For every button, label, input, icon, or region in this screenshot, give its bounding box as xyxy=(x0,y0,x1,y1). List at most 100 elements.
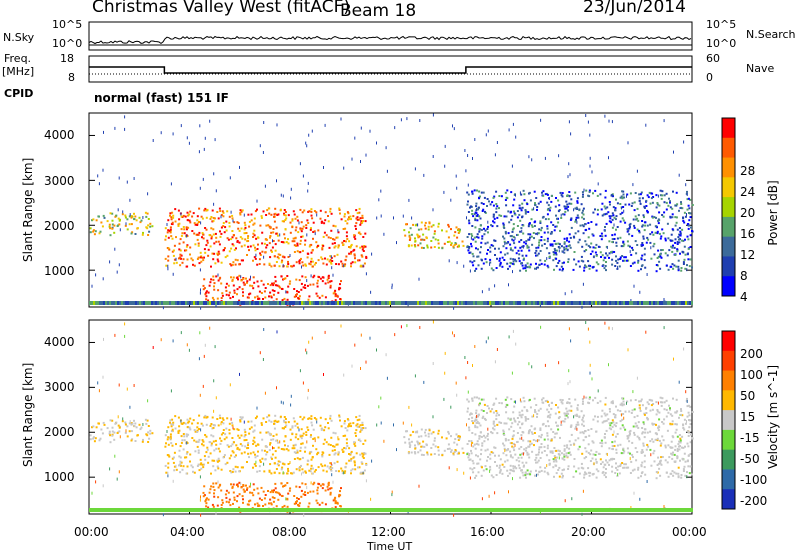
power-cell-4 xyxy=(576,197,579,200)
velocity-cell-4 xyxy=(560,401,563,404)
power-cell-2 xyxy=(297,297,300,300)
velocity-noise xyxy=(272,446,273,450)
velocity-cell-4 xyxy=(683,428,686,431)
power-cell-1 xyxy=(268,242,271,245)
power-noise xyxy=(180,212,182,216)
power-cell-4 xyxy=(514,258,516,261)
velocity-cell-4 xyxy=(468,440,471,443)
power-noise xyxy=(432,113,434,117)
velocity-cell-4 xyxy=(605,476,607,479)
power-cell-2 xyxy=(236,288,239,291)
velocity-cell-1 xyxy=(204,458,207,461)
power-cell-4 xyxy=(682,220,685,222)
velocity-cell-4 xyxy=(486,405,489,407)
velocity-cell-1 xyxy=(363,469,366,472)
velocity-cell-4 xyxy=(594,396,597,399)
power-cell-4 xyxy=(601,235,604,238)
power-ground-strip xyxy=(261,301,263,305)
velocity-noise xyxy=(567,382,569,386)
velocity-cell-4 xyxy=(553,436,556,439)
power-cell-4 xyxy=(662,232,665,235)
power-cell-4 xyxy=(634,215,637,218)
velocity-noise xyxy=(167,471,169,475)
power-cell-1 xyxy=(293,251,296,253)
velocity-noise xyxy=(663,505,665,508)
power-cell-4 xyxy=(604,213,607,216)
velocity-cell-4 xyxy=(659,401,662,404)
power-cell-2 xyxy=(260,292,263,294)
power-cell-1 xyxy=(187,226,190,229)
power-cell-1 xyxy=(265,214,268,216)
velocity-cell-4 xyxy=(599,400,602,403)
power-cell-4 xyxy=(659,194,662,197)
velocity-cell-0 xyxy=(145,433,148,436)
velocity-noise xyxy=(114,333,116,337)
velocity-cell-1 xyxy=(354,432,357,435)
velocity-cell-1 xyxy=(349,422,352,425)
power-cell-4 xyxy=(528,249,531,252)
power-cell-4 xyxy=(575,216,578,219)
velocity-noise xyxy=(213,379,215,383)
velocity-cell-4 xyxy=(476,426,479,429)
velocity-cell-1 xyxy=(325,441,328,444)
velocity-ground-strip xyxy=(305,508,307,512)
velocity-ground-strip xyxy=(203,508,205,512)
velocity-cell-4 xyxy=(518,414,521,417)
power-cell-4 xyxy=(570,226,573,229)
power-cell-1 xyxy=(291,265,294,268)
power-cell-1 xyxy=(281,220,284,223)
velocity-noise xyxy=(558,361,560,365)
velocity-cell-3 xyxy=(422,454,425,456)
velocity-cell-4 xyxy=(581,418,584,421)
power-noise xyxy=(481,290,483,294)
velocity-noise xyxy=(142,423,144,426)
velocity-noise xyxy=(360,367,361,370)
power-cell-1 xyxy=(180,228,183,231)
velocity-cell-4 xyxy=(555,460,558,463)
power-ground-strip xyxy=(307,301,309,305)
power-cell-4 xyxy=(469,260,472,263)
velocity-cell-1 xyxy=(182,448,185,451)
velocity-noise xyxy=(186,343,188,347)
velocity-cell-1 xyxy=(252,430,255,433)
velocity-cell-2 xyxy=(319,484,322,487)
power-cell-4 xyxy=(557,242,560,245)
power-cell-4 xyxy=(505,247,508,250)
power-cell-1 xyxy=(364,220,367,223)
velocity-cell-0 xyxy=(121,420,124,423)
power-noise xyxy=(198,150,200,154)
power-cell-0 xyxy=(130,223,133,226)
velocity-cell-4 xyxy=(533,428,536,431)
power-cell-1 xyxy=(360,220,363,223)
velocity-cell-2 xyxy=(339,494,342,497)
velocity-cell-1 xyxy=(200,462,203,465)
velocity-cell-1 xyxy=(284,435,287,438)
velocity-cell-1 xyxy=(253,463,256,466)
power-noise xyxy=(463,264,465,268)
power-ground-strip xyxy=(111,301,113,305)
power-cell-4 xyxy=(665,201,668,204)
power-cell-4 xyxy=(555,225,558,228)
velocity-cell-4 xyxy=(661,456,664,458)
power-cell-4 xyxy=(587,244,590,247)
power-cell-4 xyxy=(604,226,606,228)
power-noise xyxy=(200,288,201,292)
velocity-noise xyxy=(323,373,324,376)
power-cell-1 xyxy=(348,216,350,219)
velocity-cell-4 xyxy=(569,443,572,446)
velocity-noise xyxy=(444,371,446,375)
velocity-noise xyxy=(494,491,496,495)
power-cell-2 xyxy=(339,298,342,300)
velocity-cell-3 xyxy=(424,434,427,437)
power-cell-3 xyxy=(426,244,429,247)
power-cell-4 xyxy=(661,249,664,251)
power-cell-4 xyxy=(540,239,543,242)
velocity-ground-strip xyxy=(205,508,207,512)
velocity-cell-4 xyxy=(566,402,569,404)
power-cell-4 xyxy=(620,195,623,198)
power-cell-2 xyxy=(289,280,292,283)
velocity-cell-4 xyxy=(660,463,663,466)
power-cell-4 xyxy=(544,193,547,196)
power-cell-2 xyxy=(298,279,301,282)
velocity-cell-1 xyxy=(225,427,228,430)
